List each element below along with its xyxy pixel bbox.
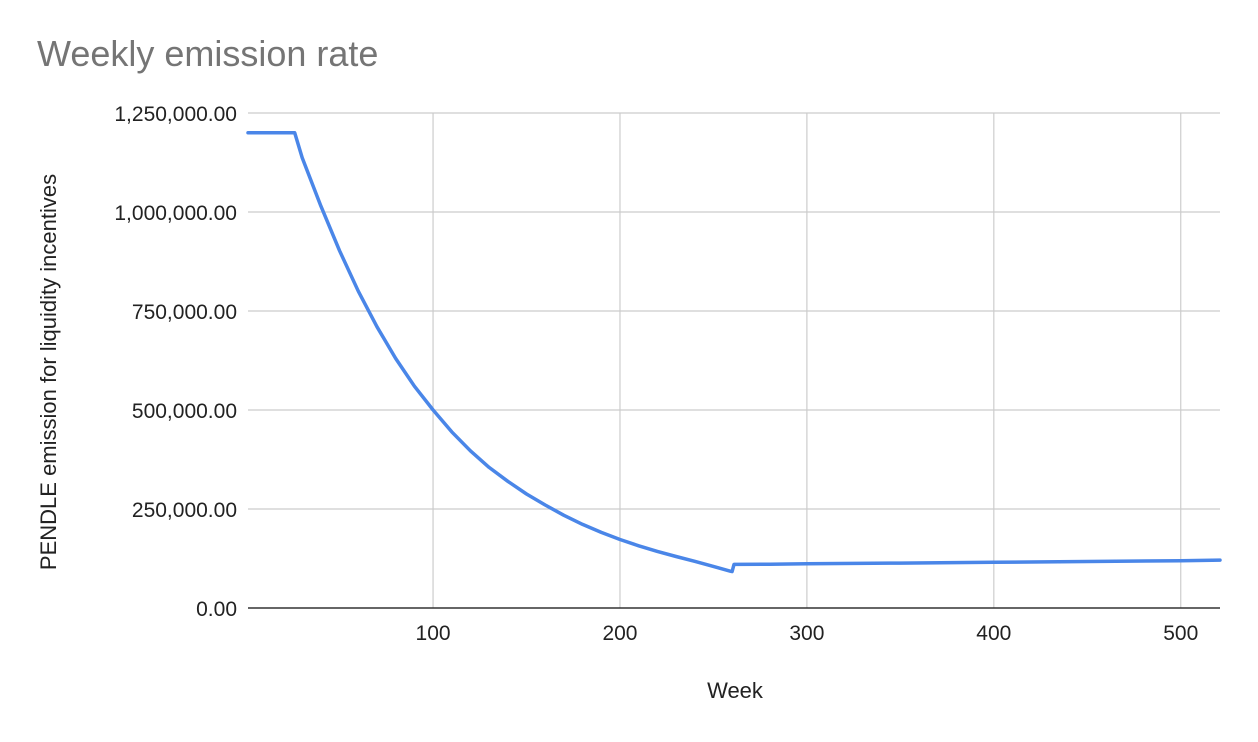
x-tick-label: 400 — [976, 622, 1011, 645]
x-tick-label: 300 — [789, 622, 824, 645]
y-tick-label: 500,000.00 — [132, 400, 237, 423]
chart-title: Weekly emission rate — [37, 33, 379, 74]
series-layer — [246, 131, 1222, 574]
y-tick-label: 750,000.00 — [132, 301, 237, 324]
series-line — [246, 131, 1222, 574]
y-tick-label: 1,000,000.00 — [114, 202, 237, 225]
axes: 0.00 250,000.00 500,000.00 750,000.00 1,000,… — [114, 103, 1220, 645]
x-tick-label: 500 — [1163, 622, 1198, 645]
x-axis-label: Week — [707, 678, 764, 703]
y-tick-label: 250,000.00 — [132, 499, 237, 522]
y-axis-label: PENDLE emission for liquidity incentives — [36, 174, 61, 570]
x-tick-label: 200 — [602, 622, 637, 645]
x-tick-label: 100 — [416, 622, 451, 645]
y-tick-label: 0.00 — [196, 598, 237, 621]
y-tick-label: 1,250,000.00 — [114, 103, 237, 126]
gridlines — [248, 112, 1220, 608]
